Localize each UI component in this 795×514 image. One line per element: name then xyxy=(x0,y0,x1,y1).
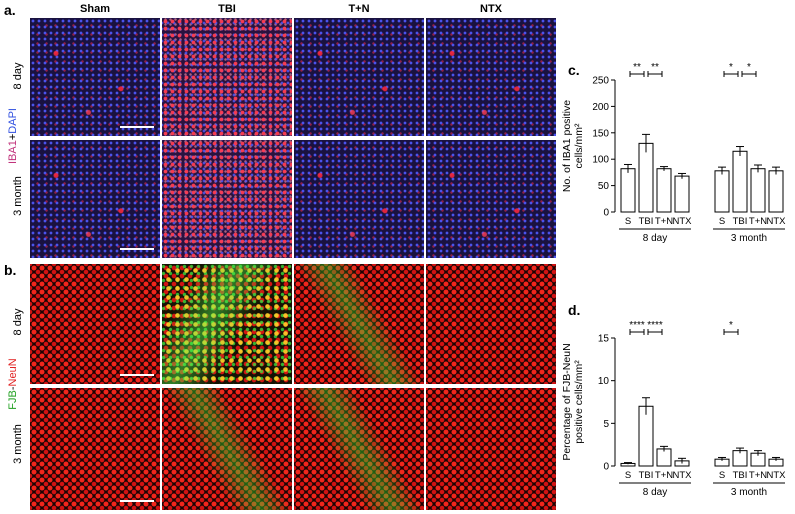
x-tick-label: T+N xyxy=(655,470,673,481)
x-tick-label: S xyxy=(719,470,725,481)
x-tick-label: TBI xyxy=(733,216,748,227)
x-tick-label: T+N xyxy=(749,470,767,481)
micrograph-iba1-ntx-3month xyxy=(426,140,556,258)
chart-fjb-percentage: 0 5 10 15 Percentage of FJB-NeuNpositive cel… xyxy=(561,320,787,498)
scale-bar xyxy=(120,374,154,376)
significance-label: **** xyxy=(647,320,663,331)
significance-label: ** xyxy=(633,62,641,73)
scale-bar xyxy=(120,500,154,502)
micrograph-iba1-tbi-8day xyxy=(162,18,292,136)
micrograph-fjb-tn-8day xyxy=(294,264,424,384)
significance-label: * xyxy=(747,62,751,73)
y-axis-label: Percentage of FJB-NeuNpositive cells/mm² xyxy=(561,343,585,460)
group-label: 8 day xyxy=(643,233,667,244)
bar xyxy=(638,405,654,467)
chart-iba1-count: 0 50 100 150 200 250 No. of IBA1 positivecells… xyxy=(561,62,787,244)
micrograph-iba1-sham-8day xyxy=(30,18,160,136)
x-tick-label: T+N xyxy=(655,216,673,227)
bar xyxy=(768,170,784,213)
significance-label: **** xyxy=(629,320,645,331)
scale-bar xyxy=(120,248,154,250)
y-tick-label: 15 xyxy=(598,334,610,345)
x-tick-label: NTX xyxy=(767,216,787,227)
y-tick-label: 10 xyxy=(598,376,610,387)
column-header-ntx: NTX xyxy=(480,3,502,15)
y-tick-label: 150 xyxy=(592,128,609,139)
bar xyxy=(674,175,690,213)
x-tick-label: NTX xyxy=(673,216,693,227)
scale-bar xyxy=(120,126,154,128)
significance-label: ** xyxy=(651,62,659,73)
x-tick-label: S xyxy=(625,216,631,227)
micrograph-iba1-ntx-8day xyxy=(426,18,556,136)
panel-d-label: d. xyxy=(568,302,581,318)
micrograph-iba1-tn-3month xyxy=(294,140,424,258)
micrograph-fjb-tn-3month xyxy=(294,388,424,510)
micrograph-iba1-tbi-3month xyxy=(162,140,292,258)
significance-label: * xyxy=(729,320,733,331)
x-tick-label: T+N xyxy=(749,216,767,227)
y-tick-label: 5 xyxy=(603,419,609,430)
bar xyxy=(656,448,672,467)
y-tick-label: 200 xyxy=(592,102,609,113)
y-tick-label: 100 xyxy=(592,155,609,166)
bar xyxy=(732,150,748,213)
micrograph-fjb-tbi-8day xyxy=(162,264,292,384)
micrograph-iba1-tn-8day xyxy=(294,18,424,136)
micrograph-fjb-ntx-3month xyxy=(426,388,556,510)
micrograph-fjb-tbi-3month xyxy=(162,388,292,510)
bar xyxy=(638,142,654,213)
x-tick-label: NTX xyxy=(767,470,787,481)
x-tick-label: NTX xyxy=(673,470,693,481)
micrograph-fjb-ntx-8day xyxy=(426,264,556,384)
y-tick-label: 0 xyxy=(603,208,609,219)
group-label: 8 day xyxy=(643,487,667,498)
bar xyxy=(620,168,636,213)
panel-b-label: b. xyxy=(4,262,17,278)
y-tick-label: 0 xyxy=(603,462,609,473)
column-header-sham: Sham xyxy=(80,3,110,15)
x-tick-label: S xyxy=(719,216,725,227)
group-label: 3 month xyxy=(731,487,767,498)
bar xyxy=(714,170,730,213)
column-header-tbi: TBI xyxy=(218,3,236,15)
bar xyxy=(656,168,672,213)
x-tick-label: TBI xyxy=(639,470,654,481)
significance-label: * xyxy=(729,62,733,73)
y-axis-label: No. of IBA1 positivecells/mm² xyxy=(561,100,585,192)
column-header-tn: T+N xyxy=(348,3,370,15)
y-tick-label: 250 xyxy=(592,76,609,87)
group-label: 3 month xyxy=(731,233,767,244)
x-tick-label: TBI xyxy=(639,216,654,227)
x-tick-label: S xyxy=(625,470,631,481)
panel-c-label: c. xyxy=(568,62,580,78)
x-tick-label: TBI xyxy=(733,470,748,481)
stain-label-iba1-dapi: IBA1+DAPI xyxy=(7,108,19,164)
y-tick-label: 50 xyxy=(598,181,610,192)
bar xyxy=(750,168,766,213)
micrograph-fjb-sham-3month xyxy=(30,388,160,510)
stain-label-fjb-neun: FJB-NeuN xyxy=(7,358,19,410)
micrograph-iba1-sham-3month xyxy=(30,140,160,258)
panel-a-label: a. xyxy=(4,2,16,18)
micrograph-fjb-sham-8day xyxy=(30,264,160,384)
